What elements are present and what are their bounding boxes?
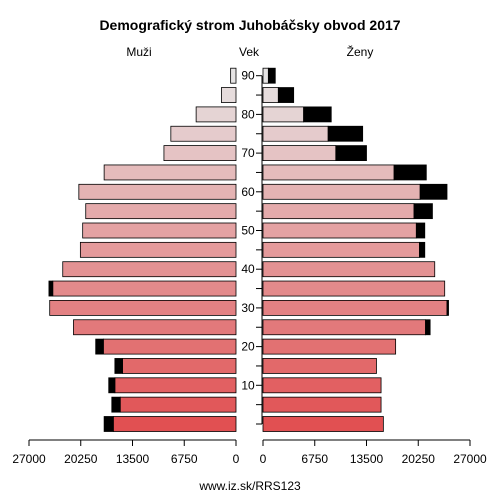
- male-bar-excess-15-19: [114, 358, 123, 374]
- female-bar-30-34: [262, 299, 448, 316]
- male-bar-excess-20-24: [95, 338, 104, 355]
- female-bar-40-44: [262, 261, 436, 278]
- male-label: Muži: [126, 45, 151, 59]
- male-bar-excess-10-14: [108, 377, 116, 394]
- male-bar-45-49: [79, 241, 237, 258]
- age-tick-label: 40: [241, 262, 255, 276]
- female-bar-excess-30-34: [446, 299, 449, 316]
- male-bar-70-74: [163, 145, 237, 162]
- female-bar-25-29: [262, 319, 426, 336]
- male-bar-25-29: [73, 319, 237, 336]
- male-bar-10-14: [114, 377, 237, 394]
- female-bar-75-79: [262, 125, 329, 142]
- female-bar-excess-25-29: [425, 319, 431, 336]
- male-bar-65-69: [103, 164, 237, 181]
- male-bar-30-34: [49, 299, 237, 316]
- female-bar-55-59: [262, 203, 415, 220]
- age-tick-label: 20: [241, 340, 255, 354]
- male-bar-75-79: [170, 125, 237, 142]
- female-bar-80-84: [262, 106, 305, 123]
- female-bar-excess-80-84: [303, 106, 332, 123]
- female-bar-excess-70-74: [335, 145, 367, 162]
- female-bar-20-24: [262, 338, 397, 355]
- female-bar-excess-50-54: [415, 222, 426, 239]
- male-bar-35-39: [52, 280, 237, 297]
- female-bar-excess-75-79: [327, 125, 364, 142]
- bars-group: [48, 67, 449, 432]
- male-bar-20-24: [102, 338, 237, 355]
- female-bar-60-64: [262, 183, 421, 200]
- x-tick-label-left: 13500: [116, 452, 150, 466]
- x-tick-label-right: 27000: [453, 452, 487, 466]
- axes-group: 27000 20250 13500 6750 0 0 6750 13500 20250 27000…: [12, 69, 487, 466]
- x-tick-label-left: 6750: [171, 452, 198, 466]
- age-tick-label: 80: [241, 107, 255, 121]
- x-tick-label-left: 27000: [12, 452, 46, 466]
- male-bar-15-19: [122, 358, 237, 374]
- female-bar-excess-45-49: [418, 241, 426, 258]
- female-bar-excess-60-64: [419, 183, 448, 200]
- female-bar-90+: [262, 67, 269, 84]
- female-label: Ženy: [347, 44, 374, 59]
- female-bar-5-9: [262, 396, 382, 413]
- female-bar-45-49: [262, 241, 420, 258]
- female-bar-85-89: [262, 87, 279, 103]
- female-bar-excess-90+: [267, 67, 276, 84]
- male-bar-40-44: [62, 261, 237, 278]
- x-tick-label-right: 6750: [301, 452, 328, 466]
- female-bar-35-39: [262, 280, 446, 297]
- male-bar-5-9: [119, 396, 237, 413]
- male-bar-excess-35-39: [48, 280, 54, 297]
- female-bar-65-69: [262, 164, 395, 181]
- male-bar-0-4: [112, 416, 237, 432]
- age-label: Vek: [239, 45, 260, 59]
- female-bar-0-4: [262, 416, 384, 432]
- male-bar-55-59: [85, 203, 237, 220]
- x-tick-label-right: 13500: [350, 452, 384, 466]
- footer-url: www.iz.sk/RRS123: [198, 479, 301, 493]
- male-bar-excess-0-4: [103, 416, 114, 432]
- age-tick-label: 50: [241, 224, 255, 238]
- age-tick-label: 30: [241, 301, 255, 315]
- male-bar-90+: [230, 67, 237, 84]
- female-bar-10-14: [262, 377, 382, 394]
- female-bar-excess-85-89: [277, 87, 295, 103]
- x-tick-label-left: 0: [233, 452, 240, 466]
- x-tick-label-right: 0: [260, 452, 267, 466]
- male-bar-85-89: [221, 87, 237, 103]
- chart-title: Demografický strom Juhobáčsky obvod 2017: [99, 17, 400, 33]
- x-tick-label-left: 20250: [64, 452, 98, 466]
- male-bar-excess-5-9: [111, 396, 121, 413]
- male-bar-80-84: [195, 106, 237, 123]
- age-tick-label: 70: [241, 146, 255, 160]
- age-tick-label: 90: [241, 69, 255, 83]
- age-tick-label: 60: [241, 185, 255, 199]
- x-tick-label-right: 20250: [402, 452, 436, 466]
- female-bar-excess-65-69: [393, 164, 427, 181]
- female-bar-50-54: [262, 222, 417, 239]
- male-bar-50-54: [82, 222, 237, 239]
- age-tick-label: 10: [241, 378, 255, 392]
- female-bar-excess-55-59: [413, 203, 433, 220]
- male-bar-60-64: [78, 183, 237, 200]
- female-bar-15-19: [262, 358, 377, 374]
- female-bar-70-74: [262, 145, 337, 162]
